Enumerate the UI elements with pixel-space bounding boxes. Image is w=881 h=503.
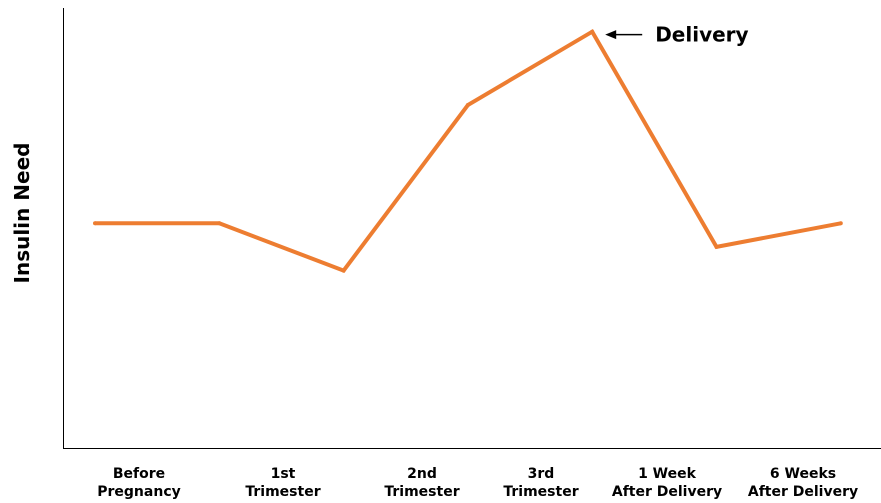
data-point — [838, 221, 843, 226]
x-tick-label: Before Pregnancy — [97, 466, 181, 500]
data-point — [465, 103, 470, 107]
x-tick-label: 1 Week After Delivery — [612, 466, 722, 500]
delivery-annotation: Delivery — [605, 23, 749, 47]
data-point — [590, 29, 595, 34]
arrow-left-icon — [605, 30, 617, 40]
x-axis-ticks: Before Pregnancy 1st Trimester 2nd Trimester 3… — [97, 466, 858, 500]
series-line — [95, 28, 842, 274]
y-axis-label: Insulin Need — [10, 143, 34, 284]
x-tick-label: 6 Weeks After Delivery — [748, 466, 858, 500]
x-tick-label: 2nd Trimester — [384, 466, 459, 500]
x-tick-label: 1st Trimester — [245, 466, 320, 500]
data-point — [341, 268, 346, 273]
plot-area — [93, 28, 843, 274]
data-point — [714, 244, 719, 249]
data-point — [217, 221, 222, 226]
x-tick-label: 3rd Trimester — [503, 466, 578, 500]
annotation-label: Delivery — [655, 23, 748, 47]
data-point — [93, 221, 97, 226]
